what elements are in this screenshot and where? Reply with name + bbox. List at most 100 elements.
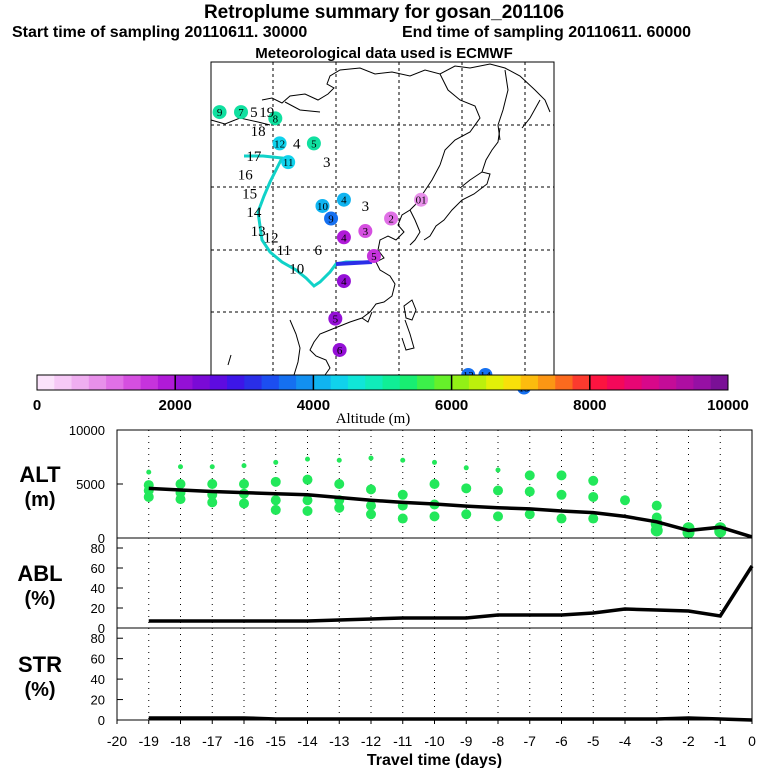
x-axis-label: Travel time (days) [367, 752, 502, 768]
colorbar-cell [555, 375, 574, 390]
x-tick-label: -19 [139, 733, 159, 749]
trajectory-time-label: 5 [333, 314, 339, 326]
x-tick-label: -13 [329, 733, 349, 749]
colorbar-cell [106, 375, 124, 390]
x-tick-label: -1 [714, 733, 727, 749]
altitude-cluster-point [207, 479, 218, 489]
trajectory-time-label: 4 [341, 276, 347, 288]
altitude-cluster-point [305, 456, 310, 462]
altitude-cluster-point [368, 455, 374, 461]
altitude-cluster-point [239, 498, 249, 509]
colorbar-cell [417, 375, 435, 390]
trajectory-time-label: 01 [416, 195, 427, 207]
altitude-cluster-point [239, 479, 249, 489]
trajectory-time-label: 16 [238, 168, 254, 184]
colorbar-cell [347, 375, 366, 390]
altitude-cluster-point [556, 489, 567, 500]
y-tick-label: 0 [98, 713, 105, 728]
trajectory-cluster-dot [336, 274, 351, 289]
altitude-cluster-point [400, 457, 406, 463]
colorbar-cell [624, 375, 643, 390]
altitude-cluster-point [650, 524, 663, 537]
abl-panel: 80 60 40 20 0 ABL(%) [17, 537, 754, 636]
colorbar-tick-label: 8000 [573, 397, 606, 414]
x-tick-label: -11 [393, 733, 412, 749]
trajectory-time-label: 7 [238, 107, 244, 119]
altitude-cluster-point [620, 495, 630, 506]
trajectory-time-label: 12 [274, 138, 285, 150]
colorbar-cell [520, 375, 539, 390]
y-axis-unit: (%) [24, 588, 55, 610]
altitude-cluster-point [366, 509, 376, 520]
y-tick-label: 60 [91, 652, 105, 667]
trajectory-path-recent [335, 260, 373, 266]
y-tick-label: 40 [91, 581, 105, 596]
time-series-panels: 1000050000ALT(m)806040200ABL(%)806040200… [17, 423, 756, 768]
colorbar-cell [676, 375, 694, 390]
x-tick-label: -2 [682, 733, 695, 749]
y-tick-label: 80 [91, 541, 105, 556]
alt-series-line [148, 486, 753, 539]
colorbar-cell [399, 375, 418, 390]
trajectory-time-label: 14 [246, 205, 262, 221]
colorbar-cell [313, 375, 332, 390]
colorbar-cell [244, 375, 263, 390]
altitude-cluster-point [397, 489, 408, 500]
trajectory-cluster-dot [306, 136, 321, 151]
colorbar-cell [140, 375, 159, 390]
trajectory-time-label: 5 [371, 251, 377, 263]
map-frame [210, 61, 555, 376]
trajectory-cluster-dot [366, 249, 381, 264]
trajectory-time-label: 17 [246, 149, 262, 165]
altitude-cluster-point [273, 459, 279, 465]
altitude-cluster-point [588, 491, 599, 502]
altitude-cluster-point [463, 465, 469, 471]
colorbar-tick-label: 6000 [435, 397, 468, 414]
trajectory-time-label: 5 [311, 138, 317, 150]
x-tick-label: -9 [460, 733, 473, 749]
colorbar-cell [330, 375, 349, 390]
y-tick-label: 80 [91, 631, 105, 646]
altitude-cluster-point [334, 479, 345, 489]
altitude-cluster-point [336, 457, 342, 463]
trajectory-cluster-dot [328, 311, 343, 326]
altitude-cluster-point [270, 476, 281, 487]
x-tick-label: -8 [492, 733, 505, 749]
x-tick-label: -7 [524, 733, 537, 749]
altitude-cluster-point [207, 497, 218, 508]
y-tick-label: 10000 [69, 423, 105, 438]
colorbar-cell [434, 375, 453, 390]
altitude-cluster-point [461, 483, 472, 494]
abl-series-line [148, 565, 754, 623]
altitude-cluster-point [432, 459, 437, 465]
trajectory-path [244, 154, 372, 288]
trajectory-time-label: 10 [317, 201, 329, 213]
altitude-cluster-point [493, 485, 503, 496]
altitude-cluster-point [524, 486, 535, 497]
y-axis-unit: (%) [24, 679, 55, 701]
colorbar-cell [693, 375, 712, 390]
trajectory-time-label: 15 [242, 186, 257, 202]
colorbar-cell [572, 375, 591, 390]
altitude-cluster-point [397, 513, 408, 524]
colorbar-cell [503, 375, 522, 390]
colorbar-tick-label: 10000 [707, 397, 749, 414]
trajectory-cluster-dot [234, 105, 249, 120]
trajectory-time-label: 9 [328, 214, 334, 226]
colorbar-cell [192, 375, 211, 390]
trajectory-cluster-dot [272, 136, 287, 151]
sampling-start-time: Start time of sampling 20110611. 30000 [12, 24, 308, 41]
altitude-cluster-point [178, 464, 183, 470]
x-tick-label: -17 [202, 733, 222, 749]
trajectory-cluster-dot [324, 211, 339, 226]
altitude-cluster-point [495, 467, 501, 473]
colorbar-cell [261, 375, 280, 390]
trajectory-time-label: 13 [251, 224, 266, 240]
altitude-cluster-point [334, 502, 345, 513]
colorbar-cell [123, 375, 142, 390]
trajectory-time-label: 4 [341, 232, 347, 244]
y-axis-label: STR [18, 652, 62, 677]
x-tick-label: -15 [266, 733, 286, 749]
x-tick-label: -4 [619, 733, 632, 749]
